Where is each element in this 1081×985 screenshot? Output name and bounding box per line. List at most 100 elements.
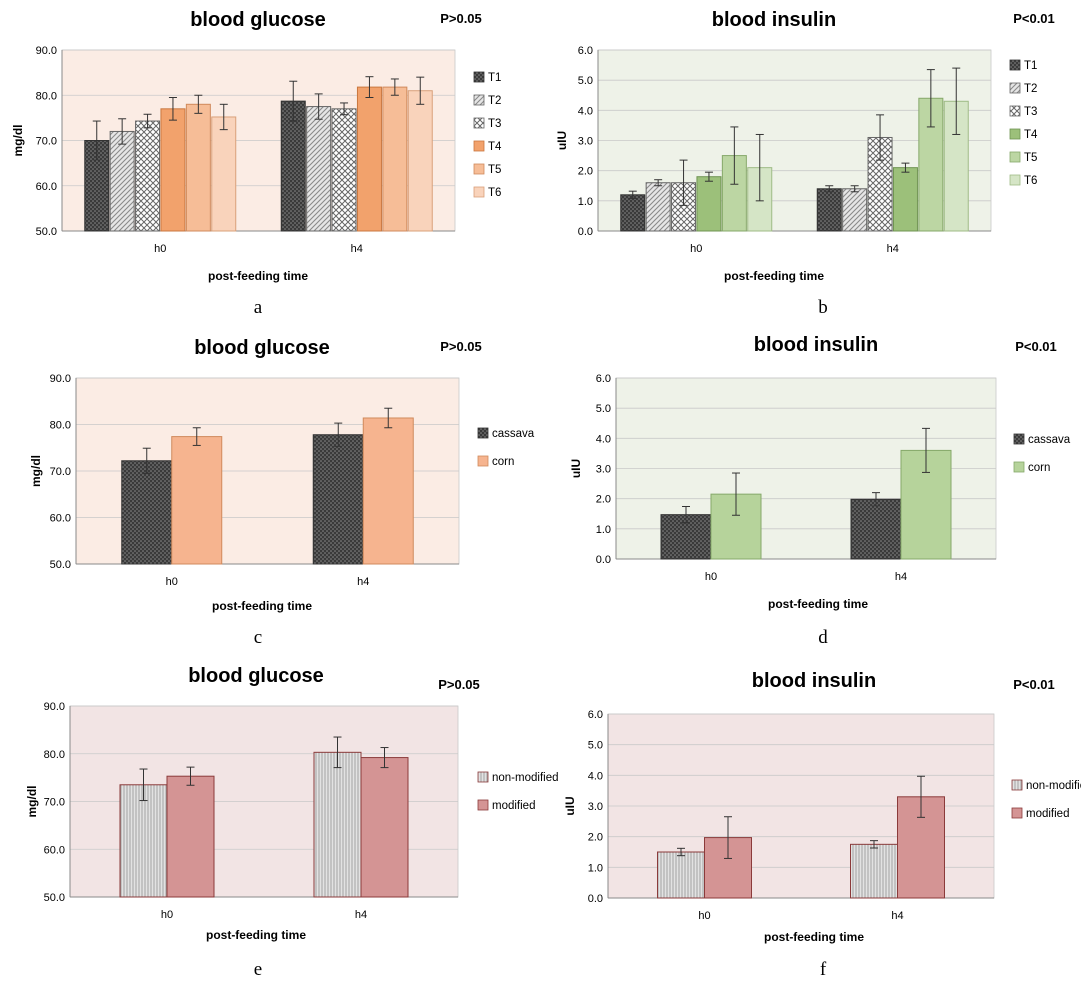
bar-b-T4-h0 — [696, 176, 722, 232]
chart-title: blood glucose — [190, 9, 326, 31]
x-axis-title: post-feeding time — [764, 930, 864, 944]
legend-swatch-T4 — [473, 140, 485, 152]
bar-b-T1-h0 — [620, 194, 646, 232]
y-tick-label: 3.0 — [578, 136, 593, 148]
legend-label-non-modified: non-modified — [1026, 780, 1081, 792]
legend-swatch-corn — [477, 455, 489, 467]
y-tick-label: 60.0 — [36, 181, 57, 193]
y-tick-label: 50.0 — [50, 559, 71, 571]
y-tick-label: 4.0 — [588, 770, 603, 782]
legend-label-corn: corn — [1028, 462, 1050, 474]
x-axis-title: post-feeding time — [768, 597, 868, 611]
p-value-annotation: P>0.05 — [440, 11, 482, 26]
chart-panel-a: 50.0 60.0 70.0 80.0 90.0 h0 h4 blood glucose P>0… — [11, 9, 502, 318]
legend-label-modified: modified — [492, 800, 535, 812]
bar-d-cassava-h4 — [850, 498, 902, 560]
legend-label-T3: T3 — [488, 118, 501, 130]
y-tick-label: 1.0 — [588, 862, 603, 874]
bar-a-T4-h4 — [356, 86, 382, 232]
bar-a-T2-h0 — [109, 130, 135, 232]
bar-a-T4-h0 — [160, 108, 186, 232]
p-value-annotation: P<0.01 — [1015, 339, 1057, 354]
panel-label: a — [254, 297, 263, 318]
legend-label-modified: modified — [1026, 808, 1069, 820]
chart-title: blood insulin — [712, 9, 836, 31]
bar-a-T6-h0 — [211, 116, 237, 232]
y-tick-label: 1.0 — [596, 524, 611, 536]
y-axis-title: mg/dl — [29, 455, 43, 487]
y-tick-label: 0.0 — [578, 226, 593, 238]
bar-b-T2-h0 — [645, 182, 671, 232]
legend-label-T2: T2 — [488, 95, 501, 107]
legend-label-T4: T4 — [1024, 129, 1038, 141]
legend-swatch-corn — [1013, 461, 1025, 473]
x-tick-label: h0 — [161, 909, 173, 921]
chart-panel-f: 0.0 1.0 2.0 3.0 4.0 5.0 6.0 h0 h4 blood insulin P<… — [563, 670, 1081, 980]
legend-label-non-modified: non-modified — [492, 772, 558, 784]
legend-label-T5: T5 — [488, 164, 501, 176]
legend-swatch-non-modified — [477, 771, 489, 783]
legend-label-T5: T5 — [1024, 152, 1037, 164]
bar-c-cassava-h0 — [121, 460, 173, 565]
y-tick-label: 2.0 — [588, 832, 603, 844]
bar-b-T4-h4 — [892, 167, 918, 232]
y-tick-label: 0.0 — [588, 893, 603, 905]
bar-c-corn-h0 — [171, 436, 223, 565]
x-axis-title: post-feeding time — [212, 599, 312, 613]
bar-b-T1-h4 — [816, 188, 842, 232]
legend-swatch-T2 — [473, 94, 485, 106]
y-tick-label: 70.0 — [50, 466, 71, 478]
y-tick-label: 70.0 — [36, 136, 57, 148]
chart-panel-e: 50.0 60.0 70.0 80.0 90.0 h0 h4 blood glucose P>0… — [25, 665, 558, 980]
y-tick-label: 80.0 — [36, 90, 57, 102]
x-tick-label: h4 — [355, 909, 367, 921]
y-tick-label: 5.0 — [578, 75, 593, 87]
bar-e-non-modified-h0 — [119, 784, 168, 898]
x-tick-label: h4 — [891, 910, 903, 922]
legend-label-T2: T2 — [1024, 83, 1037, 95]
y-axis-title: uIU — [563, 796, 577, 815]
x-tick-label: h4 — [357, 576, 369, 588]
panel-label: e — [254, 959, 262, 980]
bar-b-T2-h4 — [842, 188, 868, 232]
legend-swatch-T4 — [1009, 128, 1021, 140]
y-tick-label: 80.0 — [44, 749, 65, 761]
y-tick-label: 60.0 — [44, 844, 65, 856]
bar-d-corn-h4 — [900, 449, 952, 560]
y-tick-label: 90.0 — [44, 701, 65, 713]
legend-swatch-T5 — [473, 163, 485, 175]
legend-label-T3: T3 — [1024, 106, 1037, 118]
bar-a-T6-h4 — [407, 90, 433, 232]
bar-a-T2-h4 — [306, 106, 332, 232]
legend-label-T1: T1 — [488, 72, 501, 84]
y-tick-label: 6.0 — [578, 45, 593, 57]
bar-a-T3-h0 — [135, 120, 161, 232]
chart-title: blood glucose — [188, 665, 324, 687]
x-tick-label: h4 — [895, 571, 907, 583]
x-tick-label: h4 — [887, 243, 899, 255]
y-tick-label: 4.0 — [578, 105, 593, 117]
y-tick-label: 4.0 — [596, 433, 611, 445]
y-axis-title: uIU — [555, 131, 569, 150]
legend-swatch-modified — [477, 799, 489, 811]
bar-a-T3-h4 — [331, 108, 357, 232]
bar-e-modified-h0 — [166, 775, 215, 898]
bar-c-corn-h4 — [362, 417, 414, 565]
y-tick-label: 2.0 — [596, 494, 611, 506]
y-tick-label: 70.0 — [44, 797, 65, 809]
chart-title: blood insulin — [752, 670, 876, 692]
x-tick-label: h0 — [705, 571, 717, 583]
legend-swatch-T6 — [1009, 174, 1021, 186]
legend-swatch-modified — [1011, 807, 1023, 819]
p-value-annotation: P<0.01 — [1013, 11, 1055, 26]
legend-swatch-T5 — [1009, 151, 1021, 163]
bar-c-cassava-h4 — [312, 434, 364, 565]
y-axis-title: mg/dl — [11, 125, 25, 157]
panel-label: b — [818, 297, 828, 318]
chart-panel-d: 0.0 1.0 2.0 3.0 4.0 5.0 6.0 h0 h4 blood insulin P<… — [569, 334, 1071, 648]
x-tick-label: h0 — [690, 243, 702, 255]
x-axis-title: post-feeding time — [724, 269, 824, 283]
legend-swatch-T6 — [473, 186, 485, 198]
chart-panel-b: 0.0 1.0 2.0 3.0 4.0 5.0 6.0 h0 h4 blood insulin P<… — [555, 9, 1055, 318]
